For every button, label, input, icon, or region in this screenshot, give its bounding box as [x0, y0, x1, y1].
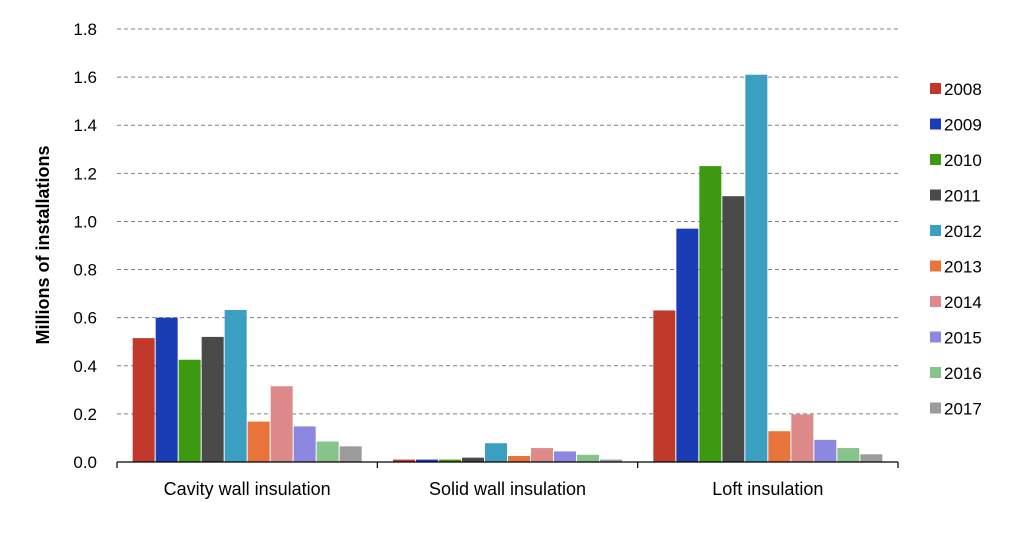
bar-2017-0 — [339, 446, 362, 462]
y-tick-label: 0.2 — [73, 405, 97, 424]
bar-2012-1 — [485, 443, 507, 462]
legend-swatch-2017 — [930, 402, 941, 414]
bar-2014-2 — [791, 414, 814, 462]
bar-2017-1 — [600, 459, 622, 462]
bar-2015-0 — [293, 426, 316, 462]
axes: 0.0 0.2 0.4 0.6 0.8 1.0 1.2 1.4 1.6 1.8 Cavity wal… — [73, 20, 899, 499]
legend-label: 2011 — [944, 187, 981, 206]
bar-2009-1 — [416, 459, 438, 462]
legend-swatch-2013 — [930, 260, 941, 272]
bar-2009-2 — [676, 228, 699, 462]
x-category-label: Cavity wall insulation — [164, 479, 331, 499]
legend-swatch-2012 — [930, 225, 941, 236]
bar-2015-2 — [814, 439, 837, 462]
legend-swatch-2008 — [930, 83, 941, 94]
y-tick-label: 0.0 — [73, 453, 97, 472]
legend-swatch-2014 — [930, 296, 941, 307]
legend-swatch-2009 — [930, 118, 941, 130]
bar-2013-1 — [508, 455, 530, 462]
bar-2011-1 — [462, 457, 484, 462]
y-tick-label: 1.8 — [73, 20, 97, 39]
legend-swatch-2016 — [930, 367, 941, 378]
bar-2008-2 — [653, 310, 676, 462]
y-tick-label: 1.4 — [73, 116, 97, 135]
bar-2008-0 — [132, 338, 155, 462]
y-tick-label: 0.8 — [73, 261, 97, 280]
bar-2015-1 — [554, 451, 576, 462]
legend-swatch-2011 — [930, 189, 941, 201]
bar-2016-1 — [577, 454, 599, 462]
y-tick-label: 1.2 — [73, 164, 97, 183]
bar-2011-2 — [722, 196, 745, 463]
y-axis-title: Millions of installations — [33, 145, 53, 344]
bar-2013-0 — [247, 421, 270, 462]
y-tick-label: 1.6 — [73, 68, 97, 87]
legend: 2008 2009 2010 2011 2012 2013 2014 2015 2016 2017 — [930, 80, 982, 419]
bar-2016-0 — [316, 441, 339, 462]
x-category-label: Loft insulation — [712, 479, 823, 499]
bar-2010-0 — [178, 359, 201, 462]
y-tick-label: 0.6 — [73, 309, 97, 328]
bar-2010-1 — [439, 459, 461, 462]
legend-label: 2017 — [944, 400, 982, 419]
bar-2012-2 — [745, 74, 768, 462]
legend-label: 2008 — [944, 80, 982, 99]
legend-label: 2013 — [944, 258, 982, 277]
bar-2016-2 — [837, 448, 860, 462]
legend-label: 2012 — [944, 222, 982, 241]
y-tick-label: 0.4 — [73, 357, 97, 376]
bar-2010-2 — [699, 166, 722, 462]
legend-swatch-2010 — [930, 154, 941, 165]
bar-2012-0 — [224, 309, 247, 462]
bar-2014-0 — [270, 386, 293, 462]
bars — [132, 74, 883, 463]
bar-2008-1 — [393, 459, 415, 462]
legend-label: 2009 — [944, 116, 982, 135]
y-tick-label: 1.0 — [73, 212, 97, 231]
legend-label: 2010 — [944, 151, 982, 170]
legend-label: 2015 — [944, 329, 982, 348]
legend-label: 2016 — [944, 364, 982, 383]
x-category-label: Solid wall insulation — [429, 479, 586, 499]
bar-2014-1 — [531, 448, 553, 462]
bar-2017-2 — [860, 454, 883, 462]
bar-2009-0 — [155, 317, 178, 462]
legend-swatch-2015 — [930, 331, 941, 343]
bar-2011-0 — [201, 336, 224, 462]
legend-label: 2014 — [944, 293, 982, 312]
bar-2013-2 — [768, 431, 791, 462]
